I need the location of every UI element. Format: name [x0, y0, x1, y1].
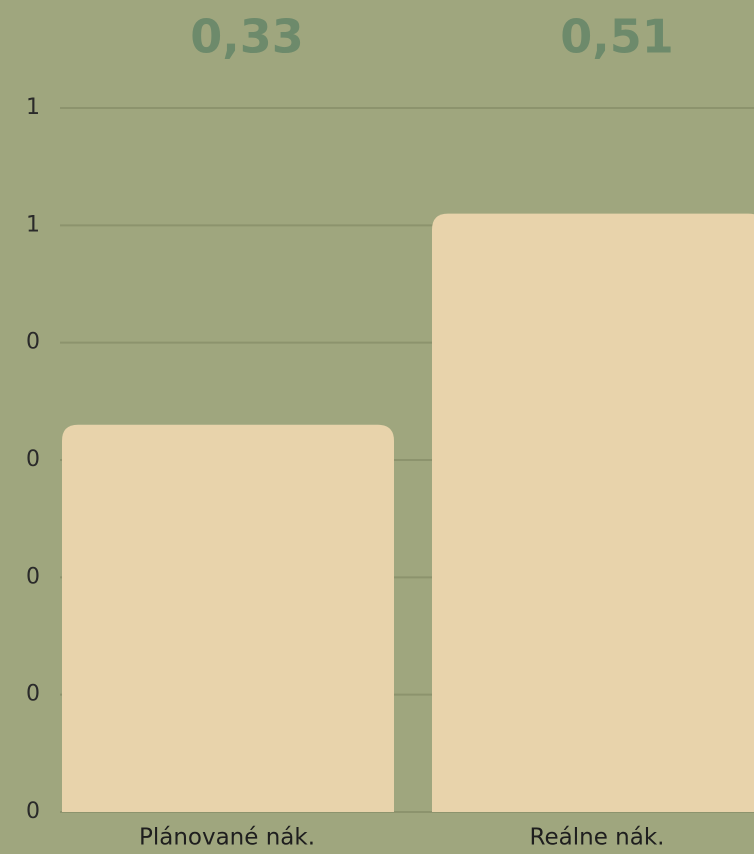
x-tick-label: Reálne nák. [530, 825, 665, 851]
bar [432, 213, 754, 812]
y-tick-label: 1 [26, 212, 40, 237]
value-label: 0,51 [560, 10, 674, 64]
y-tick-label: 1 [26, 95, 40, 120]
y-tick-label: 0 [26, 330, 40, 355]
bar [62, 424, 394, 812]
value-label: 0,33 [190, 10, 304, 64]
y-tick-label: 0 [26, 564, 40, 589]
x-tick-label: Plánované nák. [139, 825, 315, 851]
y-tick-label: 0 [26, 447, 40, 472]
y-tick-label: 0 [26, 799, 40, 824]
y-tick-label: 0 [26, 682, 40, 707]
